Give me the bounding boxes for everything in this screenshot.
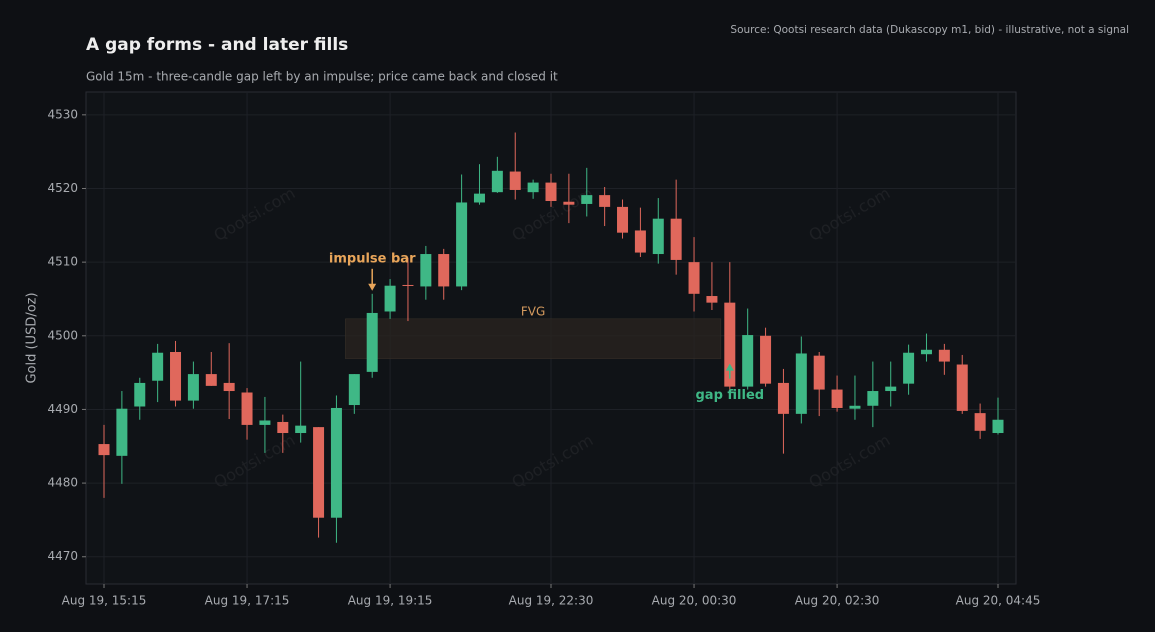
candle-body — [563, 201, 575, 205]
candle-body — [509, 171, 521, 190]
candle-body — [402, 284, 414, 286]
candle-body — [420, 254, 432, 287]
candle-body — [652, 218, 664, 255]
candle-body — [527, 182, 539, 193]
candle-body — [241, 392, 253, 425]
candle-body — [777, 382, 789, 414]
y-tick-label: 4490 — [47, 402, 78, 416]
y-tick-label: 4500 — [47, 328, 78, 342]
candle-body — [867, 391, 879, 406]
candle-body — [903, 352, 915, 384]
candle-body — [366, 312, 378, 372]
fvg-label: FVG — [521, 304, 545, 318]
y-tick-label: 4520 — [47, 181, 78, 195]
candle-body — [456, 202, 468, 287]
x-tick-label: Aug 19, 19:15 — [348, 594, 433, 608]
candle-body — [974, 413, 986, 431]
candle-body — [187, 374, 199, 401]
candle-body — [313, 427, 325, 518]
candle-body — [295, 425, 307, 434]
annotation: gap filled — [696, 388, 765, 403]
y-tick-label: 4470 — [47, 549, 78, 563]
source-note: Source: Qootsi research data (Dukascopy … — [730, 24, 1129, 36]
candle-body — [348, 374, 360, 406]
candle-body — [760, 335, 772, 384]
candle-body — [170, 351, 182, 401]
candle-body — [384, 285, 396, 312]
x-tick-label: Aug 20, 00:30 — [652, 594, 737, 608]
candle-body — [277, 421, 289, 434]
y-tick-label: 4510 — [47, 255, 78, 269]
y-axis-label: Gold (USD/oz) — [25, 292, 40, 383]
x-tick-label: Aug 19, 17:15 — [205, 594, 290, 608]
candle-body — [116, 408, 128, 456]
candle-body — [599, 195, 611, 207]
candle-body — [885, 386, 897, 392]
candle-body — [956, 364, 968, 411]
candle-body — [831, 389, 843, 408]
candle-body — [670, 218, 682, 260]
candle-body — [581, 195, 593, 204]
candle-body — [473, 193, 485, 203]
annotation-arrowhead — [368, 283, 377, 291]
candle-body — [634, 230, 646, 253]
candle-body — [688, 262, 700, 294]
y-tick-label: 4530 — [47, 107, 78, 121]
candle-body — [706, 296, 718, 303]
x-tick-label: Aug 19, 15:15 — [62, 594, 147, 608]
candle-body — [545, 182, 557, 202]
chart-title: A gap forms - and later fills — [86, 35, 348, 55]
candle-body — [223, 382, 235, 392]
candle-body — [920, 349, 932, 355]
candle-body — [205, 374, 217, 386]
candle-body — [152, 352, 164, 381]
chart-subtitle: Gold 15m - three-candle gap left by an i… — [86, 70, 558, 84]
candle-body — [617, 206, 629, 233]
candle-body — [491, 170, 503, 193]
fvg-zone — [345, 318, 722, 359]
candle-body — [992, 419, 1004, 434]
candle-body — [849, 405, 861, 409]
candle-body — [259, 420, 271, 425]
candle-body — [98, 444, 110, 456]
annotation-arrowhead — [725, 363, 734, 371]
candle-body — [438, 254, 450, 287]
candle-body — [330, 407, 342, 518]
x-tick-label: Aug 20, 02:30 — [795, 594, 880, 608]
x-tick-label: Aug 20, 04:45 — [956, 594, 1041, 608]
candle-body — [742, 335, 754, 387]
candle-body — [724, 302, 736, 387]
candle-body — [134, 382, 146, 407]
candle-body — [813, 355, 825, 390]
annotation: impulse bar — [329, 251, 416, 266]
candle-body — [938, 349, 950, 362]
candle-body — [795, 353, 807, 414]
x-tick-label: Aug 19, 22:30 — [509, 594, 594, 608]
y-tick-label: 4480 — [47, 476, 78, 490]
